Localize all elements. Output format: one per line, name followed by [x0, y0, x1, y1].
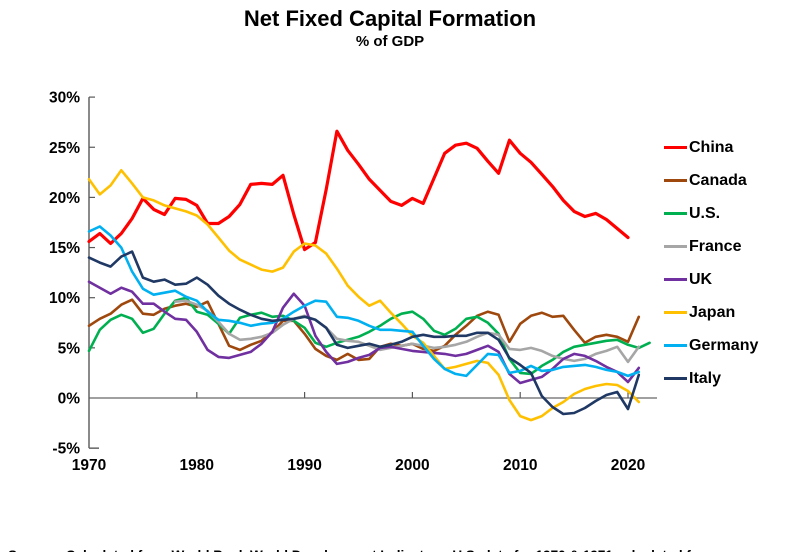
y-tick-label: 0% [58, 391, 81, 408]
legend-line-swatch [664, 146, 687, 149]
legend-line-swatch [664, 311, 687, 314]
legend-label: China [689, 138, 734, 156]
y-tick-label: 20% [49, 190, 80, 207]
legend-item-canada: Canada [664, 164, 794, 197]
series-line-us [87, 296, 651, 376]
series-line-uk [87, 280, 641, 385]
y-tick-label: -5% [52, 441, 80, 458]
legend-item-italy: Italy [664, 362, 794, 395]
source-note: Source: Calculated from World Bank World… [8, 503, 794, 552]
legend-item-uk: UK [664, 263, 794, 296]
y-tick-label: 15% [49, 240, 80, 257]
legend-label: U.S. [689, 204, 721, 222]
x-tick-label: 2000 [395, 457, 429, 474]
series-line-china [87, 129, 630, 252]
series-line-germany [87, 225, 641, 378]
legend-label: Italy [689, 369, 722, 387]
series-line-japan [87, 169, 641, 422]
chart-subtitle: % of GDP [355, 33, 425, 50]
legend-label: Canada [689, 171, 747, 189]
legend-label: France [689, 237, 742, 255]
series-line-france [173, 299, 641, 364]
legend-item-japan: Japan [664, 296, 794, 329]
x-tick-label: 2010 [503, 457, 537, 474]
x-tick-label: 1980 [180, 457, 214, 474]
legend-item-germany: Germany [664, 329, 794, 362]
legend-line-swatch [664, 179, 687, 182]
source-line-1: Source: Calculated from World Bank World… [8, 545, 794, 552]
legend-item-china: China [664, 131, 794, 164]
series-line-italy [87, 250, 641, 416]
legend-line-swatch [664, 245, 687, 248]
series-line-canada [87, 298, 641, 362]
y-tick-label: 10% [49, 290, 80, 307]
x-tick-label: 1970 [72, 457, 106, 474]
chart-title: Net Fixed Capital Formation [243, 6, 537, 31]
legend-label: Japan [689, 303, 736, 321]
chart-legend: China Canada U.S. France UK Japan Germany Italy [664, 131, 794, 395]
y-tick-label: 5% [58, 340, 81, 357]
legend-item-us: U.S. [664, 197, 794, 230]
x-tick-label: 1990 [287, 457, 321, 474]
y-tick-label: 30% [49, 90, 80, 107]
legend-label: Germany [689, 336, 759, 354]
legend-line-swatch [664, 377, 687, 380]
legend-line-swatch [664, 212, 687, 215]
legend-item-france: France [664, 230, 794, 263]
x-tick-label: 2020 [611, 457, 645, 474]
legend-line-swatch [664, 344, 687, 347]
y-tick-label: 25% [49, 140, 80, 157]
legend-label: UK [689, 270, 713, 288]
legend-line-swatch [664, 278, 687, 281]
